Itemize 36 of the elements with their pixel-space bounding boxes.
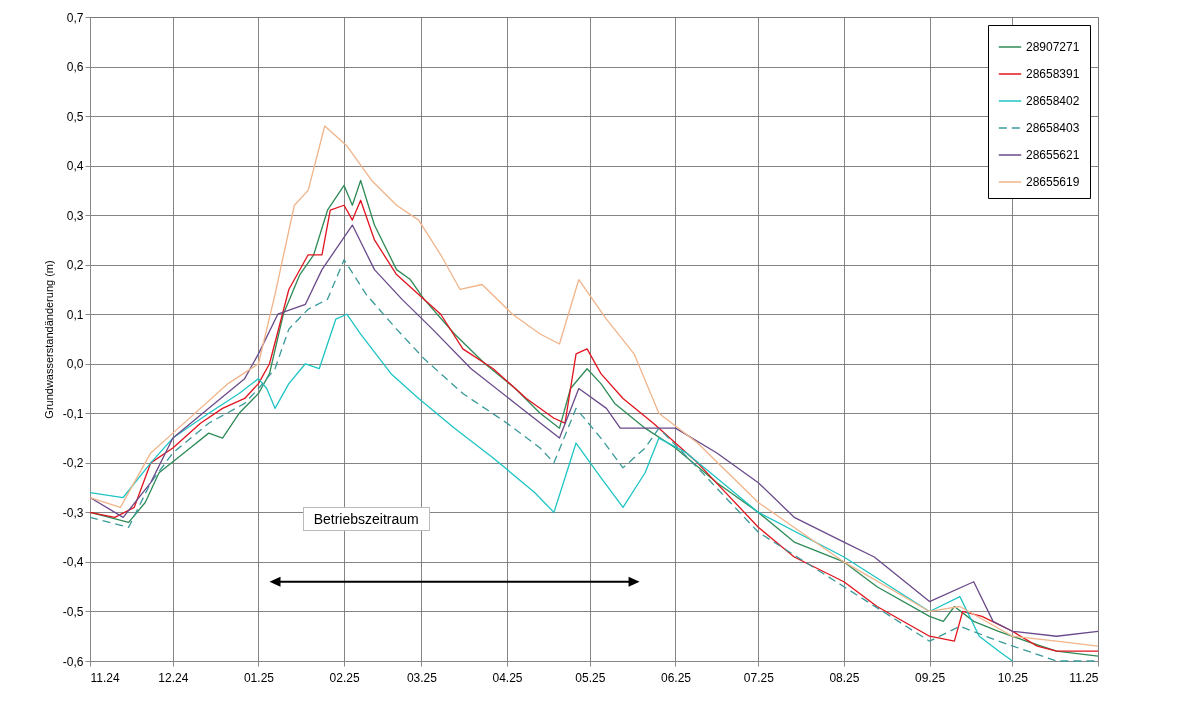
line-series bbox=[89, 313, 1014, 662]
x-tick-label: 11.25 bbox=[1069, 670, 1099, 685]
y-tick-label: 0,5 bbox=[66, 109, 84, 124]
y-tick-label: 0,1 bbox=[66, 307, 84, 322]
y-tick-label: -0,1 bbox=[62, 406, 84, 421]
x-tick-label: 07.25 bbox=[743, 670, 775, 685]
y-tick-label: 0,6 bbox=[66, 60, 84, 75]
x-tick-label: 02.25 bbox=[329, 670, 360, 685]
legend-label: 28658403 bbox=[1026, 121, 1080, 135]
y-tick-label: -0,4 bbox=[62, 555, 84, 570]
y-axis-title: Grundwasserstandänderung (m) bbox=[42, 260, 55, 419]
y-tick-label: 0,0 bbox=[66, 357, 84, 372]
legend-label: 28655621 bbox=[1026, 148, 1080, 162]
y-tick-label: -0,3 bbox=[62, 505, 84, 520]
x-tick-label: 04.25 bbox=[492, 670, 523, 685]
x-tick-label: 11.24 bbox=[90, 670, 120, 685]
y-tick-label: -0,2 bbox=[62, 456, 84, 471]
y-tick-label: 0,4 bbox=[66, 159, 84, 174]
x-tick-label: 01.25 bbox=[243, 670, 275, 685]
y-tick-label: 0,2 bbox=[66, 258, 84, 273]
legend-label: 28655619 bbox=[1026, 175, 1080, 189]
legend-label: 28907271 bbox=[1026, 40, 1080, 54]
x-tick-label: 03.25 bbox=[406, 670, 438, 685]
annotation: Betriebszeitraum bbox=[302, 507, 430, 532]
x-tick-label: 08.25 bbox=[829, 670, 860, 685]
x-tick-label: 10.25 bbox=[997, 670, 1029, 685]
x-tick-label: 09.25 bbox=[915, 670, 946, 685]
legend-label: 28658402 bbox=[1026, 94, 1080, 108]
y-tick-label: -0,5 bbox=[62, 604, 84, 619]
x-tick-label: 12.24 bbox=[158, 670, 189, 685]
x-tick-label: 06.25 bbox=[660, 670, 692, 685]
y-tick-label: -0,6 bbox=[62, 654, 84, 669]
y-tick-label: 0,3 bbox=[66, 208, 84, 223]
x-tick-label: 05.25 bbox=[575, 670, 606, 685]
y-tick-label: 0,7 bbox=[66, 10, 84, 25]
legend-label: 28658391 bbox=[1026, 67, 1080, 81]
